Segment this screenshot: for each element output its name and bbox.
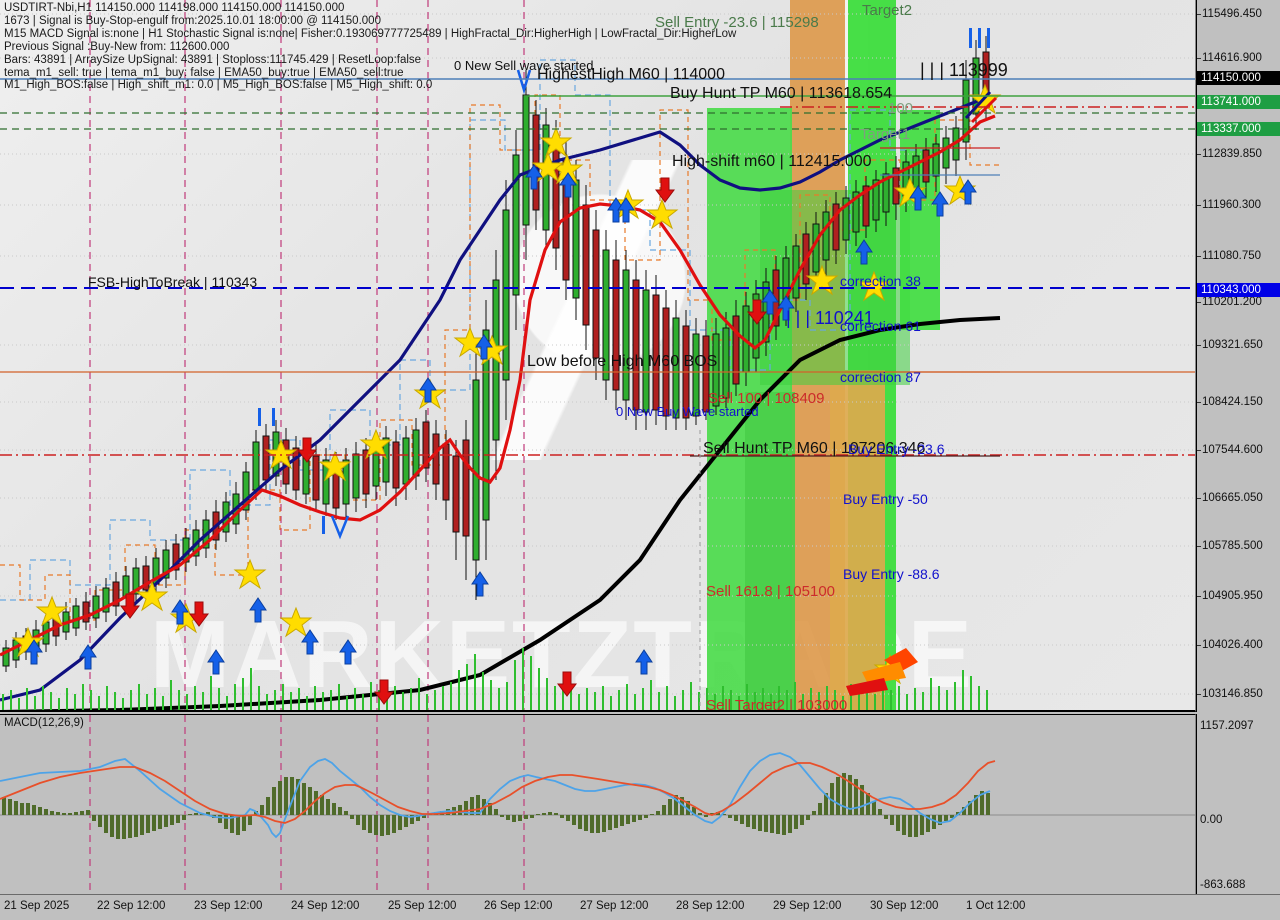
price-tick: 106665.050 bbox=[1197, 492, 1280, 504]
header-line-5: tema_m1_sell: true | tema_m1_buy: false … bbox=[4, 66, 404, 79]
price-levels bbox=[0, 78, 1195, 710]
time-tick: 30 Sep 12:00 bbox=[870, 900, 939, 912]
price-tick: 109321.650 bbox=[1197, 339, 1280, 351]
time-tick: 21 Sep 2025 bbox=[4, 900, 70, 912]
macd-axis[interactable]: 1157.2097 0.00 -863.688 bbox=[1196, 714, 1280, 894]
v-marker-top bbox=[516, 69, 532, 95]
price-chart-pane[interactable]: MARKETZTRADE bbox=[0, 0, 1196, 712]
price-tick: 104905.950 bbox=[1197, 590, 1280, 602]
ma-black-line bbox=[0, 316, 1001, 710]
time-tick: 28 Sep 12:00 bbox=[676, 900, 745, 912]
macd-indicator-pane[interactable]: MACD(12,26,9) bbox=[0, 714, 1196, 894]
macd-line bbox=[0, 752, 991, 839]
time-tick: 25 Sep 12:00 bbox=[388, 900, 457, 912]
macd-signal-line bbox=[0, 760, 996, 824]
signal-markers bbox=[11, 28, 1002, 705]
macd-histogram bbox=[2, 773, 990, 839]
price-tick: 104026.400 bbox=[1197, 639, 1280, 651]
price-tick: 111080.750 bbox=[1197, 250, 1280, 262]
time-tick: 27 Sep 12:00 bbox=[580, 900, 649, 912]
ma-red-line bbox=[0, 114, 996, 657]
macd-tick: -863.688 bbox=[1200, 879, 1246, 891]
time-tick: 24 Sep 12:00 bbox=[291, 900, 360, 912]
ma-blue-line bbox=[0, 94, 996, 702]
time-tick: 26 Sep 12:00 bbox=[484, 900, 553, 912]
header-line-0: USDTIRT-Nbi,H1 114150.000 114198.000 114… bbox=[4, 2, 345, 14]
macd-tick: 0.00 bbox=[1200, 814, 1223, 826]
header-line-4: Bars: 43891 | ArraySize UpSignal: 43891 … bbox=[4, 53, 422, 66]
time-tick: 29 Sep 12:00 bbox=[773, 900, 842, 912]
header-line-3: Previous Signal :Buy-New from: 112600.00… bbox=[4, 40, 230, 53]
macd-label: MACD(12,26,9) bbox=[4, 717, 84, 729]
price-tick: 108424.150 bbox=[1197, 396, 1280, 408]
price-tag-blue: 110343.000 bbox=[1197, 283, 1280, 297]
macd-plot-svg bbox=[0, 715, 1195, 894]
header-line-2: M15 MACD Signal is:none | H1 Stochastic … bbox=[4, 27, 737, 40]
chart-header-info: USDTIRT-Nbi,H1 114150.000 114198.000 114… bbox=[4, 2, 736, 92]
price-tick: 105785.500 bbox=[1197, 540, 1280, 552]
price-tag-black: 114150.000 bbox=[1197, 71, 1280, 85]
price-tick: 107544.600 bbox=[1197, 444, 1280, 456]
price-tick: 115496.450 bbox=[1197, 8, 1280, 20]
price-tag-green: 113337.000 bbox=[1197, 122, 1280, 136]
price-tick: 111960.300 bbox=[1197, 199, 1280, 211]
price-tick: 112839.850 bbox=[1197, 148, 1280, 160]
price-plot-svg bbox=[0, 0, 1195, 710]
price-tick: 110201.200 bbox=[1197, 296, 1280, 308]
time-tick: 22 Sep 12:00 bbox=[97, 900, 166, 912]
volume-bars bbox=[2, 648, 988, 710]
time-axis[interactable]: 21 Sep 2025 22 Sep 12:00 23 Sep 12:00 24 Se… bbox=[0, 894, 1280, 920]
header-line-1: 1673 | Signal is Buy-Stop-engulf from:20… bbox=[4, 14, 381, 27]
macd-tick: 1157.2097 bbox=[1200, 720, 1254, 732]
price-tag-green: 113741.000 bbox=[1197, 95, 1280, 109]
time-tick: 23 Sep 12:00 bbox=[194, 900, 263, 912]
time-tick: 1 Oct 12:00 bbox=[966, 900, 1026, 912]
price-axis[interactable]: 115496.450 114616.900 112839.850 111960.300… bbox=[1196, 0, 1280, 712]
header-line-6: M1_High_BOS:false | High_shift_m1: 0.0 |… bbox=[4, 79, 433, 92]
price-tick: 114616.900 bbox=[1197, 52, 1280, 64]
price-tick: 103146.850 bbox=[1197, 688, 1280, 700]
